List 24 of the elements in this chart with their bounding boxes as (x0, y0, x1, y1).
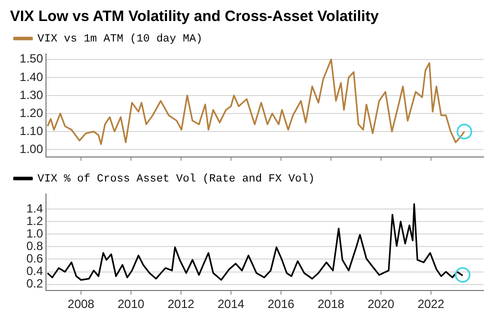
y-tick-label: 0.2 (26, 276, 44, 291)
x-tick-label: 2020 (368, 297, 395, 312)
x-tick-label: 2018 (318, 297, 345, 312)
y-tick-label: 1.2 (26, 214, 44, 228)
chart-title: VIX Low vs ATM Volatility and Cross-Asset Volatility (10, 8, 380, 25)
x-tick-label: 2012 (168, 297, 195, 312)
y-tick-label: 1.00 (20, 142, 44, 156)
x-tick-label: 2010 (118, 297, 145, 312)
y-tick-label: 1.40 (20, 70, 44, 84)
y-tick-label: 1.30 (20, 88, 44, 102)
x-tick-label: 2016 (268, 297, 295, 312)
y-tick-label: 1.10 (20, 124, 44, 138)
y-tick-label: 0.8 (26, 239, 44, 254)
y-tick-label: 0.6 (26, 252, 44, 266)
x-tick-label: 2008 (68, 297, 95, 312)
legend-label: VIX % of Cross Asset Vol (Rate and FX Vol) (38, 173, 315, 186)
legend-label: VIX vs 1m ATM (10 day MA) (38, 33, 203, 46)
y-tick-label: 0.4 (26, 264, 44, 278)
x-tick-label: 2022 (418, 297, 445, 312)
y-tick-label: 1.0 (26, 226, 44, 240)
y-tick-label: 1.50 (20, 52, 44, 66)
y-tick-label: 1.4 (26, 201, 44, 216)
y-tick-label: 1.20 (20, 106, 44, 120)
x-tick-label: 2014 (218, 297, 245, 312)
